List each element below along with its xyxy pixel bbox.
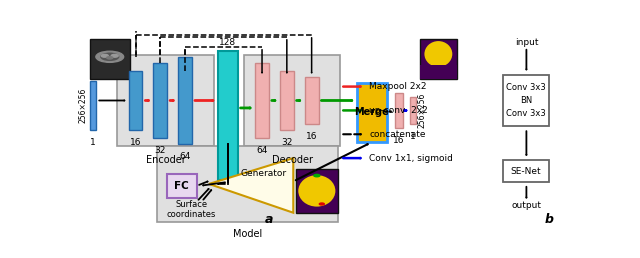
Text: 32: 32 xyxy=(155,146,166,155)
Bar xyxy=(157,146,338,222)
Text: 64: 64 xyxy=(257,146,268,155)
Bar xyxy=(154,63,167,138)
Text: Surface
coordinates: Surface coordinates xyxy=(167,200,216,220)
Text: 256×256: 256×256 xyxy=(79,88,88,123)
Bar xyxy=(395,93,403,128)
Text: 16: 16 xyxy=(130,138,141,147)
Bar xyxy=(503,160,548,182)
Text: 1: 1 xyxy=(410,132,416,141)
Bar xyxy=(90,80,97,130)
Text: SE-Net: SE-Net xyxy=(511,166,541,175)
Ellipse shape xyxy=(424,41,452,67)
Bar xyxy=(410,96,416,124)
Text: b: b xyxy=(544,213,553,226)
Text: 256×256: 256×256 xyxy=(418,93,427,128)
Text: Conv 3x3
BN
Conv 3x3: Conv 3x3 BN Conv 3x3 xyxy=(506,83,546,118)
Text: 64: 64 xyxy=(179,152,191,161)
Circle shape xyxy=(101,53,118,60)
Text: 16: 16 xyxy=(306,132,317,141)
Text: FC: FC xyxy=(174,181,189,191)
Bar xyxy=(218,51,237,180)
Text: Generator: Generator xyxy=(241,168,287,178)
Bar xyxy=(280,71,294,130)
Circle shape xyxy=(101,54,108,57)
Text: Model: Model xyxy=(233,229,262,239)
Bar xyxy=(296,169,338,213)
Polygon shape xyxy=(209,158,293,213)
Bar xyxy=(244,55,340,146)
Text: Maxpool 2x2: Maxpool 2x2 xyxy=(369,82,427,91)
Bar xyxy=(503,75,548,126)
Text: Conv 1x1, sigmoid: Conv 1x1, sigmoid xyxy=(369,154,453,163)
Bar xyxy=(129,71,143,130)
Bar xyxy=(356,83,387,142)
Text: Merge: Merge xyxy=(355,107,389,117)
Text: 32: 32 xyxy=(281,138,292,147)
Text: 16: 16 xyxy=(393,136,404,145)
Bar xyxy=(255,63,269,138)
Text: Decoder: Decoder xyxy=(271,155,312,165)
Text: concatenate: concatenate xyxy=(369,130,426,139)
Text: 128: 128 xyxy=(220,38,236,47)
Bar xyxy=(305,77,319,124)
Text: output: output xyxy=(511,201,541,210)
Text: up-conv  2x2: up-conv 2x2 xyxy=(369,106,428,115)
Text: input: input xyxy=(515,38,538,47)
Bar xyxy=(117,55,214,146)
Circle shape xyxy=(96,51,124,62)
Bar xyxy=(178,57,192,144)
Circle shape xyxy=(107,57,113,59)
Text: a: a xyxy=(264,213,273,226)
Circle shape xyxy=(319,203,324,205)
Circle shape xyxy=(314,174,320,177)
Bar xyxy=(167,174,196,198)
Bar xyxy=(420,65,457,79)
Text: Encoder: Encoder xyxy=(146,155,186,165)
Circle shape xyxy=(111,54,118,57)
Bar xyxy=(90,39,129,79)
Text: 1: 1 xyxy=(90,138,96,147)
Bar xyxy=(420,39,457,79)
Ellipse shape xyxy=(298,175,335,207)
